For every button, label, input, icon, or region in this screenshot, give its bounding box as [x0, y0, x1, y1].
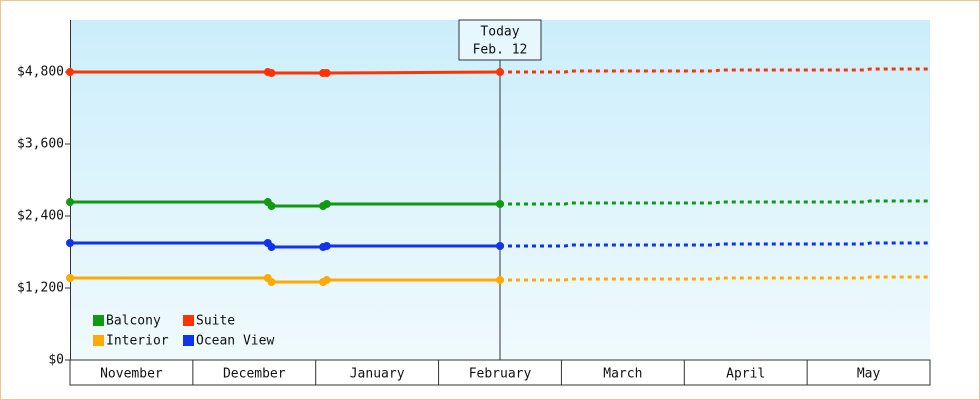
legend-label: Interior — [106, 334, 169, 349]
x-tick-label: November — [100, 367, 163, 382]
today-date: Feb. 12 — [473, 43, 528, 58]
today-label: Today — [480, 25, 519, 40]
data-point — [496, 276, 504, 285]
y-tick-label: $3,600 — [17, 137, 64, 152]
y-tick-label: $1,200 — [17, 281, 64, 296]
legend-swatch — [183, 335, 194, 346]
data-point — [322, 276, 331, 285]
data-point — [66, 239, 74, 248]
x-tick-label: March — [603, 367, 642, 382]
data-point — [496, 242, 504, 251]
legend-label: Ocean View — [196, 334, 274, 349]
series-forecast-line — [500, 275, 930, 282]
data-point — [322, 242, 331, 251]
legend-swatch — [93, 335, 104, 346]
series-line — [70, 241, 500, 249]
series-line — [70, 276, 500, 284]
series-forecast-line — [500, 241, 930, 248]
legend-swatch — [183, 315, 194, 326]
data-point — [267, 278, 276, 287]
x-tick-label: January — [350, 367, 405, 382]
series-line — [70, 200, 500, 208]
x-tick-label: December — [223, 367, 286, 382]
data-point — [322, 200, 331, 209]
data-point — [496, 200, 504, 209]
data-point — [66, 273, 74, 282]
legend-swatch — [93, 315, 104, 326]
x-tick-label: April — [726, 367, 765, 382]
data-point — [267, 201, 276, 210]
x-tick-label: February — [469, 367, 532, 382]
today-box — [458, 19, 542, 61]
series-forecast-line — [500, 199, 930, 206]
legend-label: Suite — [196, 314, 235, 329]
data-point — [267, 69, 276, 78]
y-tick-label: $2,400 — [17, 209, 64, 224]
x-tick-label: May — [857, 367, 881, 382]
x-axis-band — [69, 359, 931, 386]
y-tick-label: $4,800 — [17, 65, 64, 80]
y-tick-label: $0 — [48, 353, 64, 368]
series-forecast-line — [500, 67, 930, 74]
data-point — [66, 68, 74, 77]
data-point — [66, 198, 74, 207]
series-line — [70, 70, 501, 75]
data-point — [496, 68, 504, 77]
legend-label: Balcony — [106, 314, 161, 329]
data-point — [267, 243, 276, 252]
data-point — [322, 69, 331, 78]
